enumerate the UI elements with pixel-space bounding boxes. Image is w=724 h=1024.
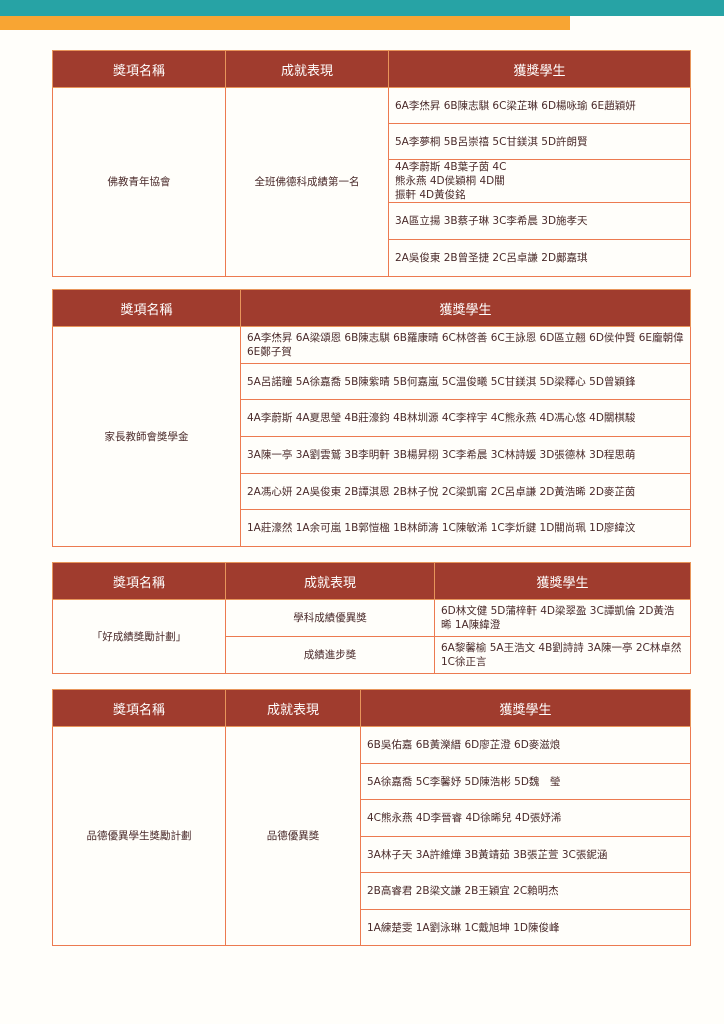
achievement: 品德優異獎: [225, 726, 361, 946]
achievement: 成績進步獎: [225, 636, 435, 674]
header-achievement: 成就表現: [225, 50, 389, 88]
student-list: 1A莊濠然 1A余可嵐 1B郭愷楹 1B林師濤 1C陳敏浠 1C李炘鍵 1D關尚…: [240, 509, 691, 547]
achievement: 學科成績優異獎: [225, 599, 435, 637]
student-list: 6A黎馨榆 5A王浩文 4B劉詩詩 3A陳一亭 2C林卓然 1C徐正言: [434, 636, 691, 674]
award-table-buddhist: 獎項名稱 成就表現 獲獎學生 佛教青年協會 全班佛德科成績第一名 6A李烋昇 6B陳志騏…: [52, 50, 691, 277]
student-list: 4C熊永燕 4D李晉睿 4D徐晞兒 4D張妤浠: [360, 799, 691, 837]
student-list: 6A李烋昇 6A梁頌恩 6B陳志騏 6B羅康晴 6C林啓善 6C王詠恩 6D區立…: [240, 326, 691, 364]
student-list: 2B高睿君 2B梁文謙 2B王穎宜 2C賴明杰: [360, 872, 691, 910]
award-table-good-grades: 獎項名稱 成就表現 獲獎學生 「好成績獎勵計劃」 學科成績優異獎 6D林文健 5D蒲梓軒…: [52, 562, 691, 674]
student-list: 5A徐嘉喬 5C李馨妤 5D陳浩彬 5D魏 瑩: [360, 763, 691, 800]
student-list: 4A李蔚斯 4A夏思瑩 4B莊濠鈞 4B林圳源 4C李梓宇 4C熊永燕 4D馮心…: [240, 399, 691, 437]
top-teal-bar: [0, 0, 724, 16]
student-list: 5A呂諾瞳 5A徐嘉喬 5B陳紫晴 5B何嘉嵐 5C温俊曦 5C甘鎂淇 5D梁釋…: [240, 363, 691, 400]
student-list: 3A林子天 3A許維燁 3B黃靖茹 3B張芷萱 3C張鈮涵: [360, 836, 691, 873]
award-name: 家長教師會獎學金: [52, 326, 241, 547]
student-list: 6A李烋昇 6B陳志騏 6C梁芷琳 6D楊咏瑜 6E趙穎妍: [388, 87, 691, 124]
header-achievement: 成就表現: [225, 689, 361, 727]
student-list: 2A馮心妍 2A吳俊東 2B譚淇恩 2B林子悅 2C梁凱甯 2C呂卓謙 2D黃浩…: [240, 473, 691, 510]
student-list: 6B吳佑嘉 6B黃濼縉 6D廖芷澄 6D麥滋烺: [360, 726, 691, 764]
student-list: 6D林文健 5D蒲梓軒 4D梁翠盈 3C譚凱倫 2D黃浩晞 1A陳緯澄: [434, 599, 691, 637]
award-name: 「好成績獎勵計劃」: [52, 599, 226, 674]
award-table-pta: 獎項名稱 獲獎學生 家長教師會獎學金 6A李烋昇 6A梁頌恩 6B陳志騏 6B羅康晴…: [52, 289, 691, 547]
award-name: 佛教青年協會: [52, 87, 226, 277]
header-students: 獲獎學生: [434, 562, 691, 600]
student-list: 3A區立揚 3B蔡子琳 3C李希晨 3D施孝天: [388, 202, 691, 240]
achievement: 全班佛德科成績第一名: [225, 87, 389, 277]
header-award: 獎項名稱: [52, 562, 226, 600]
award-name: 品德優異學生獎勵計劃: [52, 726, 226, 946]
student-list: 2A吳俊東 2B曾圣捷 2C呂卓謙 2D鄺嘉琪: [388, 239, 691, 277]
header-students: 獲獎學生: [360, 689, 691, 727]
header-achievement: 成就表現: [225, 562, 435, 600]
header-students: 獲獎學生: [388, 50, 691, 88]
student-list: 3A陳一亭 3A劉雲鷲 3B李明軒 3B楊昇栩 3C李希晨 3C林詩媛 3D張德…: [240, 436, 691, 474]
award-table-conduct: 獎項名稱 成就表現 獲獎學生 品德優異學生獎勵計劃 品德優異獎 6B吳佑嘉 6B黃濼縉 …: [52, 689, 691, 946]
header-award: 獎項名稱: [52, 50, 226, 88]
top-orange-bar: [0, 16, 570, 30]
header-award: 獎項名稱: [52, 289, 241, 327]
student-list: 4A李蔚斯 4B葉子茵 4C熊永燕 4D侯穎桐 4D關振軒 4D黃俊銘: [388, 159, 691, 203]
student-list: 1A練楚雯 1A劉泳琳 1C戴旭坤 1D陳俊峰: [360, 909, 691, 946]
student-list: 5A李夢桐 5B呂崇禧 5C甘鎂淇 5D許朗賢: [388, 123, 691, 160]
header-students: 獲獎學生: [240, 289, 691, 327]
header-award: 獎項名稱: [52, 689, 226, 727]
